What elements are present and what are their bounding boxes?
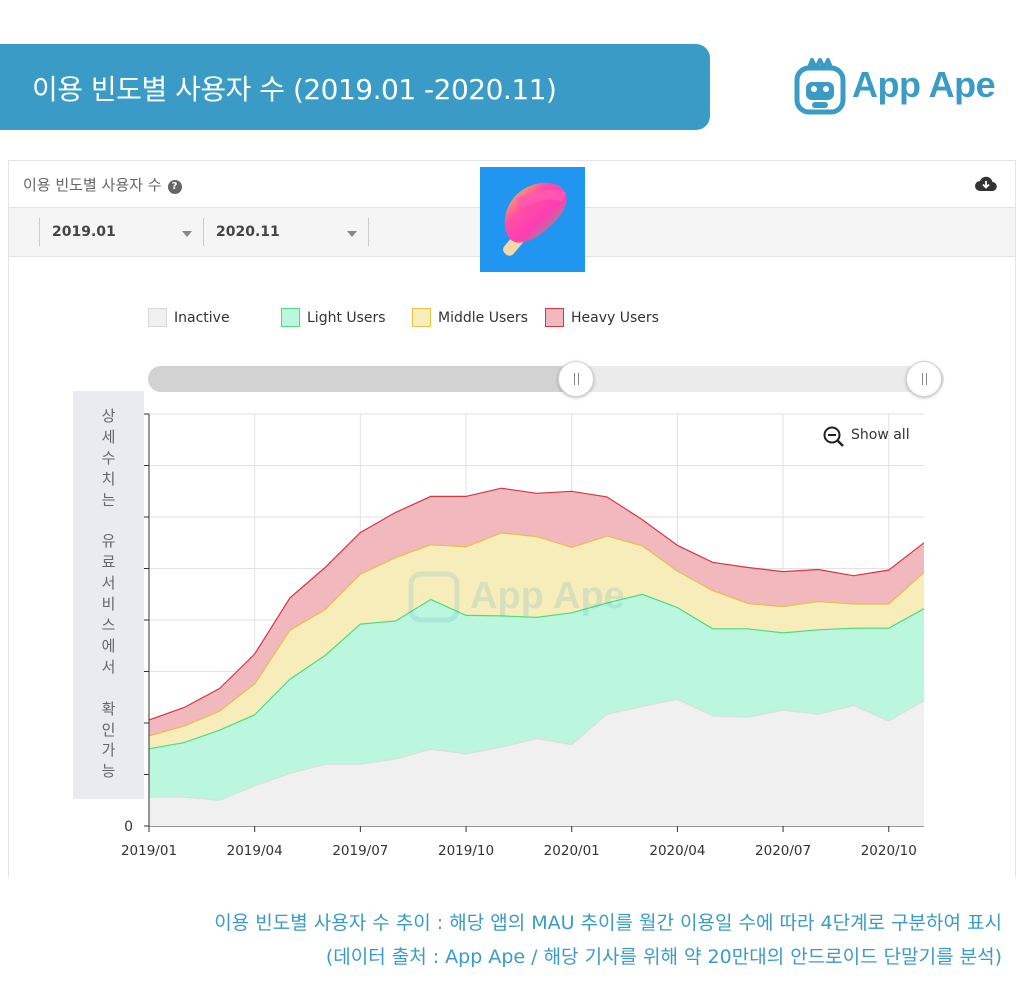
x-tick-label: 2020/01 bbox=[544, 843, 600, 859]
app-icon bbox=[480, 167, 585, 272]
legend-swatch bbox=[412, 308, 431, 327]
monkey-logo-icon bbox=[794, 58, 846, 115]
legend-item-light-users[interactable]: Light Users bbox=[281, 308, 401, 330]
notice-char: 치 bbox=[101, 469, 116, 488]
legend-swatch bbox=[148, 308, 167, 327]
legend-swatch bbox=[545, 308, 564, 327]
chevron-down-icon bbox=[347, 231, 357, 237]
range-selected-fill bbox=[148, 366, 578, 392]
x-tick-label: 2020/04 bbox=[649, 843, 705, 859]
notice-char: 서 bbox=[101, 657, 116, 676]
show-all-label: Show all bbox=[851, 427, 910, 443]
x-tick-label: 2019/01 bbox=[121, 843, 177, 859]
line-heavy-users bbox=[148, 487, 925, 721]
notice-char: 인 bbox=[101, 720, 116, 739]
start-month-select[interactable]: 2019.01 bbox=[39, 218, 202, 246]
zoom-out-icon bbox=[823, 426, 844, 447]
range-navigator[interactable] bbox=[148, 361, 944, 397]
notice-char: 확 bbox=[101, 699, 116, 718]
legend-item-heavy-users[interactable]: Heavy Users bbox=[545, 308, 675, 330]
area-inactive bbox=[149, 699, 924, 826]
popsicle-icon bbox=[503, 182, 567, 256]
app-ape-logo: App Ape bbox=[794, 58, 1014, 118]
x-tick-label: 2019/07 bbox=[332, 843, 388, 859]
line-light-users bbox=[148, 593, 925, 750]
panel-title-text: 이용 빈도별 사용자 수 bbox=[23, 176, 162, 194]
range-start-handle[interactable] bbox=[558, 361, 594, 397]
x-tick-label: 2020/10 bbox=[861, 843, 917, 859]
legend-swatch bbox=[281, 308, 300, 327]
chart-watermark: App Ape bbox=[470, 575, 625, 617]
notice-char: 가 bbox=[101, 741, 116, 760]
notice-char: 비 bbox=[101, 595, 116, 614]
end-month-value: 2020.11 bbox=[216, 224, 280, 240]
chevron-down-icon bbox=[182, 231, 192, 237]
line-inactive bbox=[149, 698, 925, 801]
caption-line-2: (데이터 출처 : App Ape / 해당 기사를 위해 약 20만대의 안드… bbox=[325, 946, 1002, 968]
area-middle-users bbox=[149, 533, 924, 749]
watermark-logo-icon bbox=[408, 571, 460, 623]
title-banner: 이용 빈도별 사용자 수 (2019.01 -2020.11) bbox=[0, 44, 710, 130]
notice-char: 서 bbox=[101, 574, 116, 593]
end-month-select[interactable]: 2020.11 bbox=[203, 218, 369, 246]
notice-char: 스 bbox=[101, 616, 116, 634]
legend-label: Light Users bbox=[307, 310, 386, 326]
range-end-handle[interactable] bbox=[906, 361, 942, 397]
notice-char: 료 bbox=[101, 553, 116, 572]
legend-label: Heavy Users bbox=[571, 310, 659, 326]
notice-char: 능 bbox=[101, 762, 116, 781]
start-month-value: 2019.01 bbox=[52, 224, 116, 240]
notice-char: 에 bbox=[101, 636, 116, 655]
legend-label: Inactive bbox=[174, 310, 230, 326]
question-circle-icon[interactable]: ? bbox=[167, 180, 182, 194]
notice-char: 세 bbox=[101, 427, 116, 446]
x-tick-label: 2019/04 bbox=[227, 843, 283, 859]
logo-text: App Ape bbox=[852, 64, 996, 105]
legend-label: Middle Users bbox=[438, 310, 528, 326]
x-tick-label: 2020/07 bbox=[755, 843, 811, 859]
area-light-users bbox=[149, 594, 924, 801]
panel-title: 이용 빈도별 사용자 수? bbox=[23, 174, 182, 195]
notice-char: 유 bbox=[101, 532, 116, 551]
notice-char: 상 bbox=[101, 407, 116, 425]
caption-line-1: 이용 빈도별 사용자 수 추이 : 해당 앱의 MAU 추이를 월간 이용일 수… bbox=[214, 912, 1002, 934]
legend-item-inactive[interactable]: Inactive bbox=[148, 308, 268, 330]
legend-item-middle-users[interactable]: Middle Users bbox=[412, 308, 542, 330]
notice-char: 는 bbox=[101, 490, 116, 509]
x-tick-label: 2019/10 bbox=[438, 843, 494, 859]
cloud-download-icon[interactable] bbox=[975, 175, 997, 193]
line-middle-users bbox=[148, 532, 925, 737]
notice-char: 수 bbox=[101, 448, 116, 467]
y-tick-label: 0 bbox=[124, 819, 133, 835]
banner-title: 이용 빈도별 사용자 수 (2019.01 -2020.11) bbox=[32, 73, 557, 106]
